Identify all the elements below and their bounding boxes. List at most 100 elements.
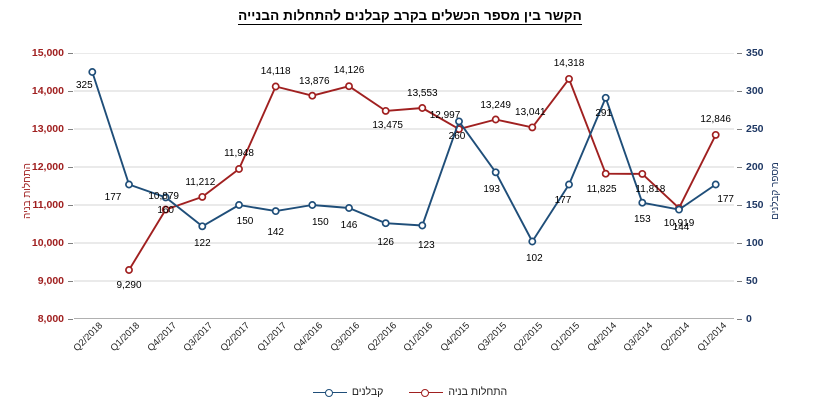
axis-tick-mark: [737, 204, 742, 206]
housing-starts-data-label: 13,553: [407, 87, 438, 99]
housing-starts-marker: [601, 169, 610, 178]
category-label: Q1/2016: [401, 320, 436, 354]
right-tick-label: 0: [746, 312, 752, 325]
category-label: Q4/2015: [438, 320, 473, 354]
left-tick-label: 12,000: [31, 160, 64, 173]
axis-tick-mark: [68, 242, 73, 244]
axis-tick-mark: [68, 280, 73, 282]
left-tick-label: 10,000: [31, 236, 64, 249]
axis-tick-mark: [737, 242, 742, 244]
category-label: Q2/2014: [658, 320, 693, 354]
housing-starts-marker: [271, 82, 280, 91]
axis-tick-mark: [737, 318, 742, 320]
housing-starts-data-label: 11,825: [586, 183, 617, 195]
category-label: Q1/2018: [108, 320, 143, 354]
housing-starts-marker: [638, 169, 647, 178]
housing-starts-data-label: 12,846: [700, 113, 731, 125]
right-tick-label: 100: [746, 236, 764, 249]
housing-starts-marker: [161, 205, 170, 214]
contractors-data-label: 126: [377, 237, 394, 249]
left-tick-label: 8,000: [37, 312, 64, 325]
chart-title: הקשר בין מספר הכשלים בקרב קבלנים להתחלות…: [0, 8, 820, 25]
contractors-data-label: 142: [267, 227, 284, 239]
right-tick-label: 150: [746, 198, 764, 211]
category-label: Q2/2018: [71, 320, 106, 354]
housing-starts-data-label: 11,818: [635, 183, 666, 195]
axis-tick-mark: [68, 90, 73, 92]
contractors-marker: [308, 201, 317, 209]
contractors-data-label: 291: [595, 107, 612, 119]
legend-item[interactable]: התחלות בניה: [409, 386, 507, 398]
left-tick-label: 15,000: [31, 46, 64, 59]
contractors-data-label: 177: [554, 195, 572, 207]
category-label: Q3/2015: [475, 320, 509, 354]
contractors-marker: [381, 219, 390, 228]
left-tick-label: 9,000: [37, 274, 64, 287]
housing-starts-marker: [345, 82, 353, 91]
contractors-data-label: 325: [75, 80, 93, 91]
housing-starts-data-label: 14,126: [333, 65, 365, 77]
axis-tick-mark: [737, 90, 742, 92]
left-tick-label: 11,000: [32, 198, 64, 211]
contractors-marker: [601, 93, 610, 102]
right-axis-ticks: 0 50 100 150 200 250 300 350: [737, 48, 796, 324]
housing-starts-marker: [565, 74, 573, 83]
housing-starts-marker: [381, 106, 390, 115]
category-axis-labels: Q2/2018 Q1/2018 Q4/2017 Q3/2017 Q2/2017 Q1/20…: [71, 320, 734, 381]
contractors-marker: [455, 117, 463, 126]
housing-starts-marker: [491, 115, 500, 124]
right-tick-label: 200: [746, 160, 764, 173]
housing-starts-data-label: 9,290: [116, 279, 142, 291]
category-label: Q3/2017: [181, 320, 216, 354]
contractors-marker: [271, 207, 280, 216]
axis-tick-mark: [737, 128, 742, 130]
legend-item[interactable]: קבלנים: [312, 386, 384, 398]
contractors-marker: [528, 237, 537, 246]
category-label: Q2/2015: [511, 320, 546, 354]
left-tick-label: 13,000: [31, 122, 64, 135]
contractors-data-label: 102: [525, 253, 543, 265]
category-label: Q1/2015: [548, 320, 583, 354]
axis-tick-mark: [737, 280, 742, 282]
axis-tick-mark: [68, 204, 73, 206]
housing-starts-data-label: 13,876: [299, 75, 330, 87]
contractors-marker: [711, 180, 720, 189]
legend-label: קבלנים: [351, 386, 384, 398]
series-lines: [88, 68, 720, 274]
left-axis-title: התחלות בניה: [22, 162, 33, 220]
category-label: Q4/2017: [145, 320, 179, 354]
right-tick-label: 250: [746, 122, 764, 135]
axis-tick-mark: [68, 52, 73, 54]
contractors-marker: [235, 201, 243, 209]
left-tick-label: 14,000: [31, 84, 64, 97]
contractors-marker: [198, 222, 207, 231]
contractors-data-label: 150: [311, 217, 329, 228]
chart-title-text: הקשר בין מספר הכשלים בקרב קבלנים להתחלות…: [238, 8, 582, 25]
category-label: Q1/2014: [695, 320, 729, 354]
contractors-marker: [345, 204, 353, 212]
housing-starts-data-label: 11,948: [224, 147, 254, 159]
contractors-marker: [418, 221, 427, 230]
contractors-marker: [161, 193, 170, 202]
housing-starts-marker: [418, 104, 427, 112]
contractors-marker: [638, 198, 647, 207]
contractors-data-label: 123: [417, 239, 435, 251]
housing-starts-data-label: 13,249: [480, 99, 511, 111]
contractors-data-label: 144: [672, 221, 690, 233]
housing-starts-data-label: 11,212: [185, 176, 216, 188]
housing-starts-data-label: 13,475: [372, 119, 403, 131]
axis-tick-mark: [737, 166, 742, 168]
housing-starts-data-label: 13,041: [515, 107, 546, 119]
contractors-data-label: 177: [104, 192, 122, 204]
contractors-data-label: 160: [157, 205, 174, 217]
housing-starts-data-label: 14,118: [260, 65, 291, 77]
category-label: Q2/2017: [218, 320, 253, 354]
housing-starts-marker: [308, 91, 317, 100]
contractors-data-label: 260: [448, 131, 466, 143]
legend-label: התחלות בניה: [448, 386, 508, 398]
category-label: Q2/2016: [365, 320, 399, 354]
category-label: Q1/2017: [255, 320, 289, 354]
contractors-data-label: 177: [717, 194, 734, 206]
category-label: Q4/2014: [585, 320, 619, 354]
